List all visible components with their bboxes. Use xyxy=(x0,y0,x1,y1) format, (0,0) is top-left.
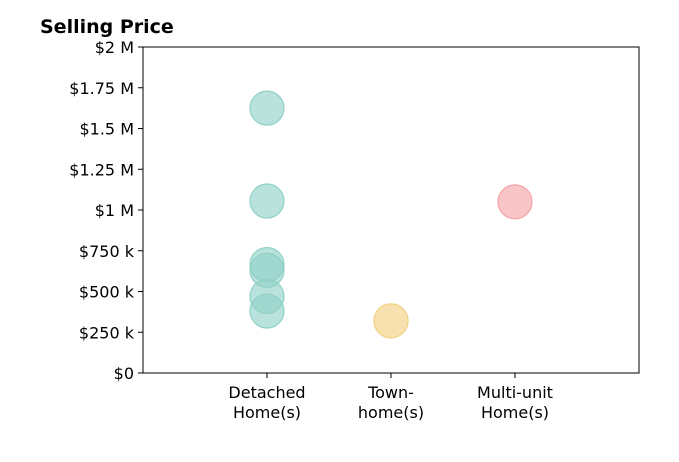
x-axis: DetachedHome(s)Town-home(s)Multi-unitHom… xyxy=(228,373,553,422)
y-tick-label: $500 k xyxy=(79,283,135,302)
y-tick-label: $1.5 M xyxy=(79,120,134,139)
x-tick-label: home(s) xyxy=(358,403,424,422)
data-point xyxy=(497,184,533,220)
y-tick-label: $2 M xyxy=(95,38,134,57)
x-tick-label: Home(s) xyxy=(233,403,301,422)
y-tick-label: $1 M xyxy=(95,201,134,220)
data-point xyxy=(249,90,285,126)
y-axis: $0 $250 k $500 k $750 k $1 M $1.25 M $1.5 M $1.… xyxy=(69,38,143,383)
y-tick-label: $0 xyxy=(114,364,134,383)
y-tick-label: $1.25 M xyxy=(69,160,134,179)
data-point xyxy=(249,293,285,329)
data-point xyxy=(249,183,285,219)
y-tick-label: $750 k xyxy=(79,242,135,261)
x-tick-label: Town- xyxy=(367,383,414,402)
x-tick-label: Detached xyxy=(228,383,305,402)
y-tick-label: $1.75 M xyxy=(69,79,134,98)
data-point xyxy=(373,303,409,339)
data-points xyxy=(249,90,533,339)
y-tick-label: $250 k xyxy=(79,323,135,342)
x-tick-label: Multi-unit xyxy=(477,383,553,402)
x-tick-label: Home(s) xyxy=(481,403,549,422)
chart-title: Selling Price xyxy=(40,16,174,38)
